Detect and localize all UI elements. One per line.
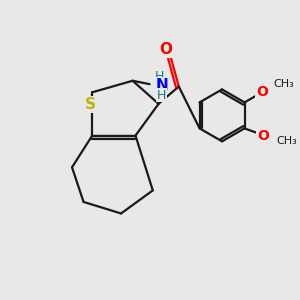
Text: O: O [256,85,268,99]
Text: CH₃: CH₃ [274,80,295,89]
Text: H: H [157,88,166,102]
Text: H: H [155,70,164,83]
Text: CH₃: CH₃ [276,136,297,146]
Text: O: O [257,129,269,143]
Text: N: N [155,78,168,93]
Text: O: O [159,42,172,57]
Text: S: S [85,97,96,112]
